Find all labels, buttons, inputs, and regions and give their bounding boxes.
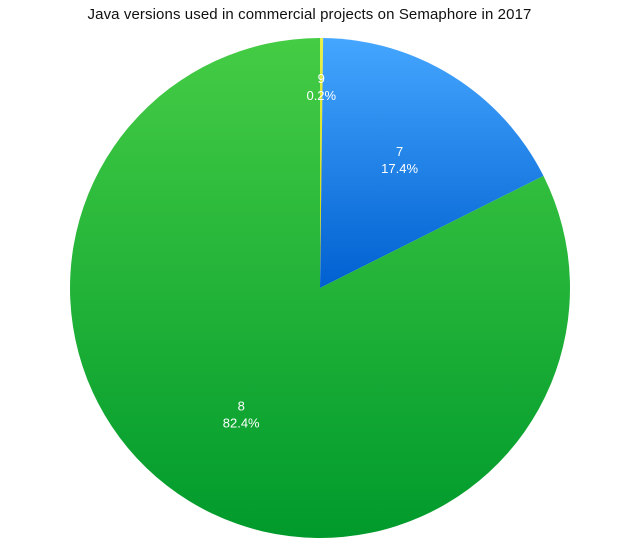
chart-title: Java versions used in commercial project… bbox=[87, 6, 532, 23]
slice-label-8: 8 bbox=[238, 399, 245, 414]
pie-labels: 9 0.2% 7 17.4% 8 82.4% bbox=[223, 71, 419, 431]
pie-slice-7 bbox=[320, 38, 544, 288]
slice-percent-9: 0.2% bbox=[306, 88, 336, 103]
pie-slice-8 bbox=[70, 38, 571, 538]
pie-slices bbox=[70, 38, 571, 538]
pie-slice-9 bbox=[320, 38, 324, 288]
slice-percent-8: 82.4% bbox=[223, 416, 260, 431]
slice-label-7: 7 bbox=[396, 144, 403, 159]
slice-label-9: 9 bbox=[318, 71, 325, 86]
slice-percent-7: 17.4% bbox=[381, 161, 418, 176]
